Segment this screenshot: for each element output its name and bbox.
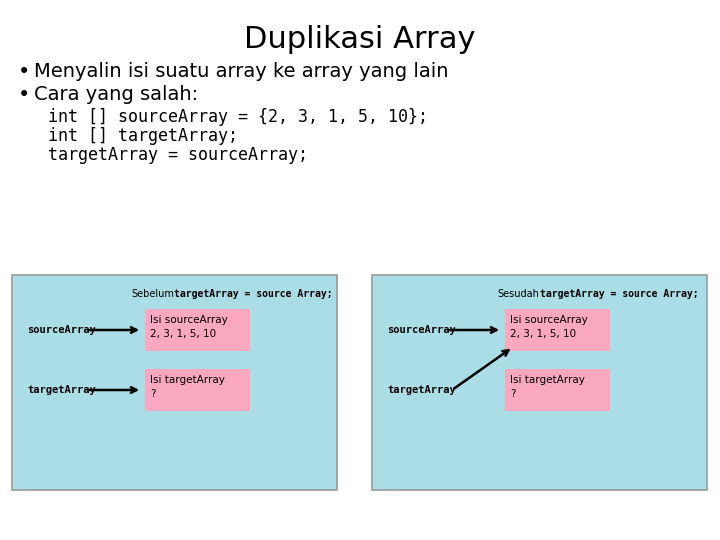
Text: ?: ?: [150, 389, 156, 399]
Text: Isi targetArray: Isi targetArray: [510, 375, 585, 385]
Text: sourceArray: sourceArray: [27, 325, 96, 335]
Text: targetArray = source Array;: targetArray = source Array;: [539, 289, 698, 299]
Text: •: •: [18, 62, 30, 82]
Text: targetArray = sourceArray;: targetArray = sourceArray;: [48, 146, 308, 164]
Bar: [505, 309, 610, 351]
Text: Isi targetArray: Isi targetArray: [150, 375, 225, 385]
Text: Sebelum: Sebelum: [132, 289, 174, 299]
Text: Menyalin isi suatu array ke array yang lain: Menyalin isi suatu array ke array yang l…: [34, 62, 449, 81]
Bar: [372, 275, 707, 490]
Text: targetArray: targetArray: [27, 385, 96, 395]
Text: targetArray = source Array;: targetArray = source Array;: [174, 289, 333, 299]
Bar: [505, 369, 610, 411]
Text: sourceArray: sourceArray: [387, 325, 456, 335]
Text: 2, 3, 1, 5, 10: 2, 3, 1, 5, 10: [150, 329, 216, 339]
Text: targetArray: targetArray: [387, 385, 456, 395]
Text: Sesudah: Sesudah: [498, 289, 539, 299]
Text: Cara yang salah:: Cara yang salah:: [34, 85, 198, 104]
Text: Isi sourceArray: Isi sourceArray: [150, 315, 228, 325]
Bar: [12, 275, 337, 490]
Bar: [145, 309, 250, 351]
Text: 2, 3, 1, 5, 10: 2, 3, 1, 5, 10: [510, 329, 576, 339]
Text: int [] sourceArray = {2, 3, 1, 5, 10};: int [] sourceArray = {2, 3, 1, 5, 10};: [48, 108, 428, 126]
Bar: [145, 369, 250, 411]
Text: •: •: [18, 85, 30, 105]
Text: ?: ?: [510, 389, 516, 399]
Text: Duplikasi Array: Duplikasi Array: [244, 25, 476, 54]
Text: int [] targetArray;: int [] targetArray;: [48, 127, 238, 145]
Text: Isi sourceArray: Isi sourceArray: [510, 315, 588, 325]
